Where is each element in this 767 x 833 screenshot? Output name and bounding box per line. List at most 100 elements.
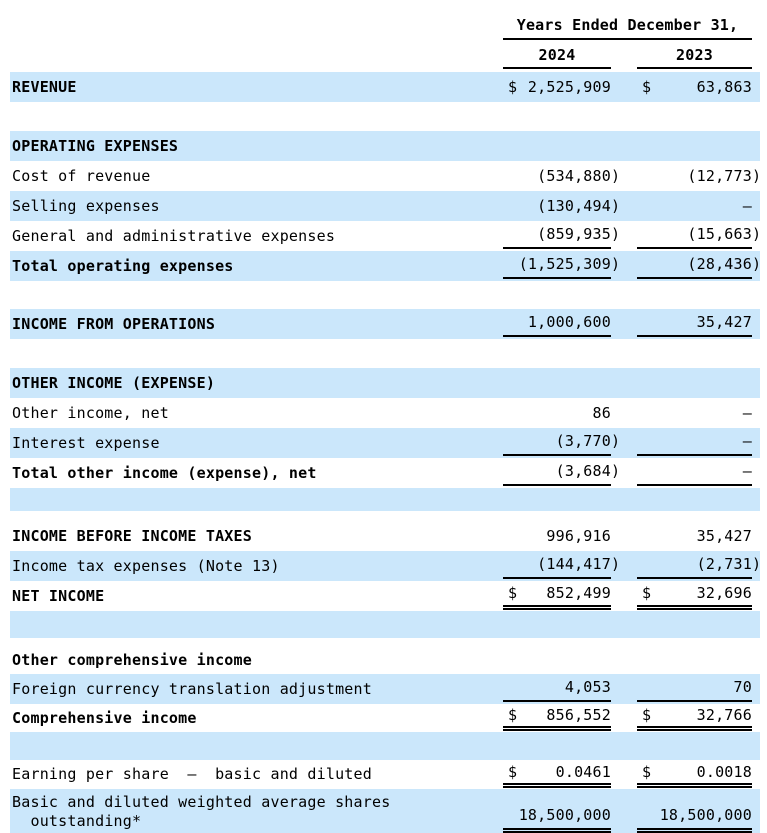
row-label: Basic and diluted weighted average share… — [12, 792, 391, 830]
value-2023: $63,863 — [637, 72, 752, 102]
value-2024: (3,770) — [503, 428, 621, 456]
amount-2024: 0.0461 — [555, 762, 611, 781]
amount-2024: (144,417) — [537, 555, 621, 573]
value-2024 — [503, 511, 611, 521]
table-row: General and administrative expenses (859… — [10, 221, 762, 251]
amount-2024: 86 — [592, 404, 611, 422]
value-2024: (859,935) — [503, 221, 620, 249]
period-header-row: Years Ended December 31, — [10, 16, 760, 40]
value-2023: (28,436) — [637, 251, 761, 279]
amount-2024: (534,880) — [537, 167, 621, 185]
table-row — [10, 102, 760, 131]
table-row: OPERATING EXPENSES — [10, 131, 760, 161]
value-2023 — [637, 368, 752, 398]
amount-2023: — — [742, 432, 752, 450]
value-2024 — [503, 102, 611, 131]
table-body: REVENUE $2,525,909 $63,863 OPERATING EXP… — [0, 72, 767, 833]
value-2024: (534,880) — [503, 161, 621, 191]
amount-2023: 32,696 — [696, 584, 752, 602]
dollar-sign: $ — [508, 706, 518, 724]
value-2024 — [503, 611, 611, 638]
value-2023: (12,773) — [637, 161, 762, 191]
value-2024: 1,000,600 — [503, 309, 611, 337]
table-row: Comprehensive income $856,552 $32,766 — [10, 704, 760, 732]
dollar-sign: $ — [508, 584, 518, 602]
value-2023: — — [637, 428, 752, 456]
value-2024 — [503, 339, 611, 368]
table-row: INCOME BEFORE INCOME TAXES 996,916 35,42… — [10, 521, 760, 551]
dollar-sign: $ — [508, 78, 518, 96]
table-row: Foreign currency translation adjustment … — [10, 674, 760, 704]
header-left-spacer — [10, 16, 503, 40]
value-2023 — [637, 511, 752, 521]
value-2024 — [503, 638, 611, 646]
value-2024: (130,494) — [503, 191, 620, 221]
row-label: Total operating expenses — [12, 256, 234, 275]
table-row: Selling expenses (130,494) — — [10, 191, 760, 221]
period-header: Years Ended December 31, — [503, 16, 752, 40]
amount-2023: 32,766 — [696, 706, 752, 724]
table-row — [10, 339, 760, 368]
row-label: Total other income (expense), net — [12, 463, 317, 482]
value-2024: (1,525,309) — [503, 251, 621, 279]
table-row: Total operating expenses (1,525,309) (28… — [10, 251, 761, 281]
dollar-sign: $ — [642, 78, 652, 96]
amount-2024: 4,053 — [564, 678, 611, 696]
table-row — [10, 281, 760, 309]
value-2024: 4,053 — [503, 674, 611, 702]
amount-2023: 35,427 — [696, 527, 752, 545]
amount-2023: (15,663) — [687, 225, 762, 243]
value-2024: 86 — [503, 398, 611, 428]
amount-2024: 852,499 — [546, 584, 611, 602]
value-2023: 70 — [637, 674, 752, 702]
value-2023: (2,731) — [637, 551, 762, 579]
value-2023 — [637, 732, 752, 760]
amount-2023: — — [742, 404, 752, 422]
value-2023: — — [637, 191, 752, 221]
value-2024 — [503, 488, 611, 511]
amount-2024: (3,770) — [555, 432, 621, 450]
value-2023 — [637, 131, 752, 161]
column-header-2024: 2024 — [503, 46, 611, 69]
row-label: INCOME FROM OPERATIONS — [12, 314, 216, 333]
table-row: OTHER INCOME (EXPENSE) — [10, 368, 760, 398]
amount-2023: 18,500,000 — [659, 806, 752, 824]
value-2023: — — [637, 398, 752, 428]
right-pad — [752, 46, 760, 69]
row-label: Other comprehensive income — [12, 650, 252, 669]
amount-2024: (1,525,309) — [518, 255, 621, 273]
table-row — [10, 511, 760, 521]
table-row — [10, 638, 760, 646]
row-label: Comprehensive income — [12, 708, 197, 727]
value-2024 — [503, 368, 611, 398]
table-row: INCOME FROM OPERATIONS 1,000,600 35,427 — [10, 309, 760, 339]
row-label: Interest expense — [12, 433, 160, 452]
value-2023: $32,766 — [637, 704, 752, 731]
row-label: Foreign currency translation adjustment — [12, 679, 372, 698]
amount-2024: 2,525,909 — [527, 78, 611, 96]
table-row: Total other income (expense), net (3,684… — [10, 458, 760, 488]
value-2024: 996,916 — [503, 521, 611, 551]
value-2024: $2,525,909 — [503, 72, 611, 102]
value-2023: 18,500,000 — [637, 789, 752, 833]
value-2024 — [503, 131, 611, 161]
table-row — [10, 488, 760, 511]
row-label: OTHER INCOME (EXPENSE) — [12, 373, 216, 392]
amount-2024: (3,684) — [555, 462, 621, 480]
row-label: NET INCOME — [12, 586, 105, 605]
value-2023: — — [637, 458, 752, 486]
value-2023 — [637, 281, 752, 309]
table-row: REVENUE $2,525,909 $63,863 — [10, 72, 760, 102]
amount-2024: 18,500,000 — [518, 806, 611, 824]
value-2023 — [637, 646, 752, 674]
amount-2024: 1,000,600 — [527, 313, 611, 331]
value-2024: $0.0461 — [503, 760, 611, 788]
amount-2023: (2,731) — [696, 555, 762, 573]
table-row: Income tax expenses (Note 13) (144,417) … — [10, 551, 762, 581]
amount-2023: 63,863 — [696, 78, 752, 96]
amount-2024: 996,916 — [546, 527, 611, 545]
row-label: Cost of revenue — [12, 166, 151, 185]
value-2023: 35,427 — [637, 309, 752, 337]
amount-2023: (12,773) — [687, 167, 762, 185]
